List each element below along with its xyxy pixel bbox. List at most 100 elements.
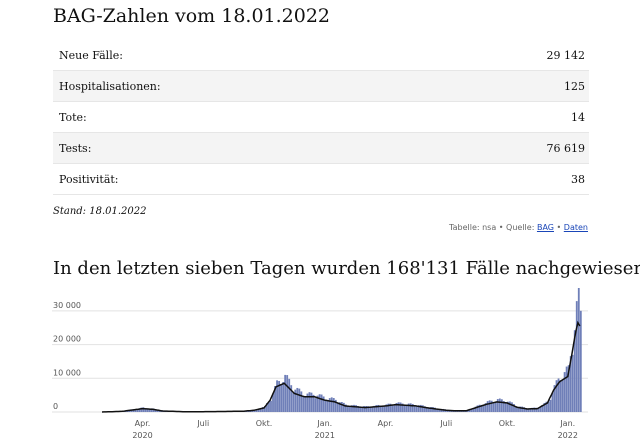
chart-bar	[557, 378, 560, 412]
chart-bar	[421, 405, 424, 412]
chart-bar	[395, 403, 398, 412]
chart-bar	[545, 401, 548, 412]
chart-bar	[288, 378, 291, 412]
chart-bar	[266, 403, 268, 412]
stat-label: Neue Fälle:	[53, 40, 429, 71]
chart-bar	[347, 405, 349, 412]
y-tick-label: 30 000	[53, 301, 81, 310]
chart-bar	[328, 398, 331, 412]
chart-bar	[571, 354, 574, 412]
chart-bar	[490, 400, 493, 412]
chart-bar	[555, 380, 558, 412]
chart-bar	[389, 403, 392, 412]
y-tick-label: 20 000	[53, 335, 81, 344]
chart-bar	[136, 409, 139, 412]
chart-bar	[403, 405, 406, 412]
chart-bar	[381, 406, 384, 412]
table-row: Hospitalisationen: 125	[53, 70, 589, 102]
chart-bar	[336, 403, 339, 412]
x-tick-label: Okt.	[499, 419, 516, 428]
chart-bar	[507, 401, 509, 412]
chart-bar	[385, 404, 388, 412]
chart-bar	[432, 407, 434, 412]
chart-bar	[565, 366, 568, 412]
chart-bar	[492, 402, 495, 412]
chart-bar	[513, 404, 515, 412]
y-axis: 30 000 20 000 10 000 0	[53, 301, 81, 411]
chart-bar	[575, 301, 578, 412]
chart-bar	[401, 403, 404, 412]
chart-bar	[373, 405, 376, 412]
chart-bar	[349, 406, 351, 412]
chart-bar	[318, 394, 321, 412]
chart-bar	[140, 407, 143, 412]
chart-bar	[268, 401, 270, 412]
chart-bar	[423, 406, 426, 412]
chart-bar	[324, 399, 327, 412]
chart-bar	[577, 288, 580, 412]
chart-bar	[509, 401, 511, 412]
chart-bar	[413, 405, 416, 412]
series-line-7day-average	[101, 320, 581, 413]
chart-bar	[300, 391, 303, 412]
chart-bar	[567, 365, 570, 412]
chart-bar	[498, 398, 501, 412]
chart-bar	[484, 403, 487, 412]
chart-bar	[559, 380, 562, 412]
chart-bar	[369, 406, 372, 412]
chart-bar	[272, 393, 274, 412]
chart-bar	[146, 408, 149, 412]
chart-bar	[434, 407, 436, 412]
chart-bar	[152, 408, 155, 412]
chart-bar	[511, 402, 513, 412]
chart-bar	[340, 402, 343, 412]
bag-link[interactable]: BAG	[536, 223, 554, 232]
chart-bar	[569, 356, 572, 412]
x-tick-label: Okt.	[256, 419, 273, 428]
chart-bar	[535, 407, 538, 412]
chart-bar	[531, 407, 534, 412]
chart-bar	[308, 392, 311, 412]
chart-bar	[525, 408, 528, 412]
chart-bar	[365, 406, 368, 412]
chart-bar	[561, 380, 564, 412]
chart-bar	[496, 399, 499, 412]
chart-bar	[296, 387, 299, 412]
chart-bar	[504, 403, 507, 412]
chart-bar	[476, 405, 479, 412]
stat-label: Positivität:	[53, 163, 429, 195]
chart-bar	[274, 386, 276, 412]
x-tick-label: Juli	[439, 419, 452, 428]
chart-bar	[351, 405, 353, 412]
stat-value: 38	[428, 163, 589, 195]
source-prefix: Tabelle: nsa • Quelle:	[449, 223, 535, 232]
chart-bar	[367, 406, 370, 412]
stats-table: Neue Fälle: 29 142 Hospitalisationen: 12…	[53, 40, 589, 195]
chart-bar	[383, 405, 386, 412]
chart-bar	[342, 402, 345, 412]
chart-bar	[142, 407, 145, 412]
chart-bar	[500, 399, 503, 412]
cases-chart: 30 000 20 000 10 000 0 Apr. 2020 Juli Okt. Jan.…	[52, 288, 588, 440]
chart-bar	[264, 406, 266, 412]
chart-bar	[290, 385, 293, 412]
chart-bar	[519, 406, 521, 412]
chart-bar	[138, 408, 141, 412]
stat-label: Tests:	[53, 132, 429, 164]
chart-bar	[322, 396, 325, 412]
stat-value: 125	[428, 70, 589, 102]
chart-bar	[280, 384, 283, 412]
stat-value: 14	[428, 101, 589, 133]
chart-bar	[409, 403, 412, 412]
chart-bar	[474, 406, 477, 412]
chart-bar	[320, 394, 323, 412]
chart-bar	[482, 405, 485, 412]
chart-bar	[338, 402, 341, 412]
chart-bar	[134, 409, 137, 412]
chart-bar	[430, 407, 432, 412]
chart-bar	[426, 407, 428, 412]
data-link[interactable]: Daten	[563, 223, 588, 232]
x-tick-label: Apr.	[135, 419, 151, 428]
stand-note: Stand: 18.01.2022	[53, 206, 147, 217]
chart-bar	[472, 408, 475, 412]
